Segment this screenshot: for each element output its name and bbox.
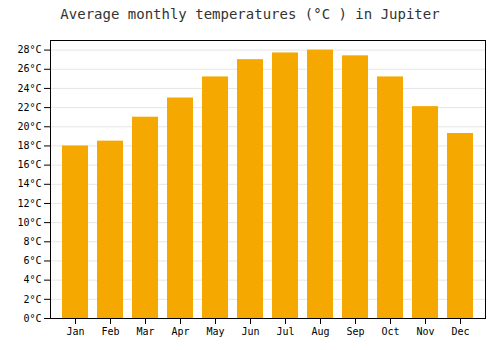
svg-text:28°C: 28°C: [17, 44, 41, 55]
svg-text:2°C: 2°C: [23, 294, 41, 305]
svg-text:Nov: Nov: [416, 326, 434, 337]
svg-text:Dec: Dec: [451, 326, 469, 337]
svg-text:16°C: 16°C: [17, 159, 41, 170]
svg-text:24°C: 24°C: [17, 83, 41, 94]
svg-text:Feb: Feb: [101, 326, 119, 337]
svg-text:6°C: 6°C: [23, 255, 41, 266]
svg-text:14°C: 14°C: [17, 178, 41, 189]
svg-text:Jun: Jun: [241, 326, 259, 337]
svg-text:Aug: Aug: [311, 326, 329, 337]
svg-text:0°C: 0°C: [23, 313, 41, 324]
svg-text:Sep: Sep: [346, 326, 364, 337]
svg-text:Jan: Jan: [66, 326, 84, 337]
svg-text:Apr: Apr: [171, 326, 189, 337]
svg-text:12°C: 12°C: [17, 198, 41, 209]
svg-text:20°C: 20°C: [17, 121, 41, 132]
svg-text:Mar: Mar: [136, 326, 154, 337]
svg-text:22°C: 22°C: [17, 102, 41, 113]
svg-text:4°C: 4°C: [23, 274, 41, 285]
svg-text:Jul: Jul: [276, 326, 294, 337]
svg-text:26°C: 26°C: [17, 63, 41, 74]
svg-text:8°C: 8°C: [23, 236, 41, 247]
svg-text:May: May: [206, 326, 224, 337]
svg-text:Oct: Oct: [381, 326, 399, 337]
svg-text:18°C: 18°C: [17, 140, 41, 151]
html-text:Average monthly temperatures (: Average monthly temperatures (°C ) in Ju…: [60, 6, 440, 22]
svg-text:10°C: 10°C: [17, 217, 41, 228]
